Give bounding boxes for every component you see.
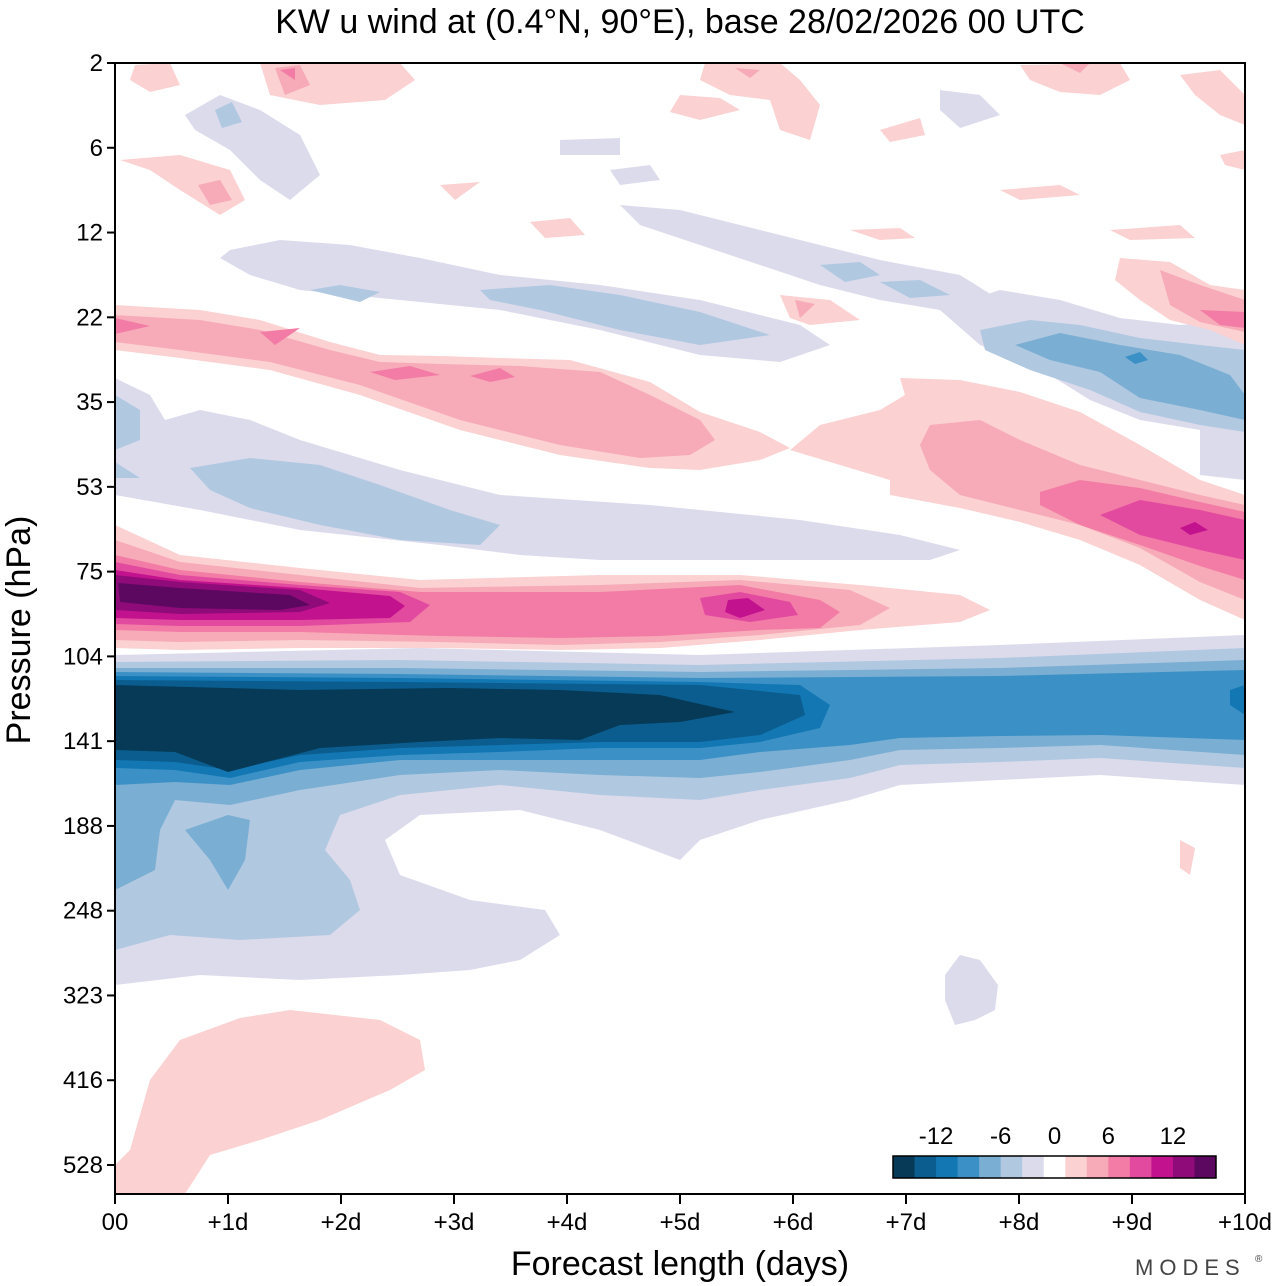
x-tick-label: +1d [208,1209,249,1236]
x-tick-label: +10d [1218,1209,1272,1236]
colorbar-swatch [1194,1156,1217,1178]
colorbar-swatch [1022,1156,1045,1178]
x-tick-label: +4d [547,1209,588,1236]
colorbar: -12 -6 0 6 12 [892,1123,1217,1179]
contour-westerly-right-4 [1100,500,1245,560]
contour-westerly-band-7 [118,583,310,610]
contour-easterly-right-3 [1015,333,1245,420]
colorbar-swatch [1043,1156,1066,1178]
contour-easterly-lower-7 [115,685,735,772]
colorbar-swatch [1086,1156,1109,1178]
contour-westerly-lower [115,1010,425,1194]
colorbar-swatch [1000,1156,1023,1178]
y-tick-label: 22 [76,304,103,331]
y-tick-label: 53 [76,474,103,501]
y-tick-label: 416 [63,1067,103,1094]
x-axis: 00 +1d +2d +3d +4d +5d +6d +7d +8d +9d +10d [102,1194,1272,1236]
y-tick-label: 2 [90,50,103,77]
brand-logo: MODES [1135,1255,1246,1280]
y-tick-label: 141 [63,728,103,755]
y-tick-label: 188 [63,813,103,840]
y-tick-label: 323 [63,982,103,1009]
contour-fill-layer [115,63,1245,1194]
y-axis: 2 6 12 22 35 53 75 104 141 188 248 323 416 528 [63,50,115,1179]
colorbar-frame [892,1155,1217,1179]
x-tick-label: +5d [660,1209,701,1236]
colorbar-swatch [979,1156,1002,1178]
colorbar-tick-label: -6 [990,1123,1011,1150]
contour-easterly-strat-5 [185,90,1000,200]
y-tick-label: 35 [76,389,103,416]
chart-title: KW u wind at (0.4°N, 90°E), base 28/02/2… [275,3,1085,41]
x-tick-label: +9d [1112,1209,1153,1236]
y-tick-label: 104 [63,643,103,670]
colorbar-swatch [1065,1156,1088,1178]
colorbar-swatch [957,1156,980,1178]
x-tick-label: +2d [321,1209,362,1236]
x-axis-title: Forecast length (days) [511,1245,849,1283]
contour-easterly-strat-6 [215,102,242,128]
colorbar-tick-label: 0 [1048,1123,1061,1150]
y-tick-label: 6 [90,135,103,162]
colorbar-swatch [1108,1156,1131,1178]
x-tick-label: +6d [773,1209,814,1236]
colorbar-swatch [914,1156,937,1178]
colorbar-swatch [1172,1156,1195,1178]
colorbar-tick-label: 12 [1160,1123,1187,1150]
y-tick-label: 12 [76,220,103,247]
contour-easterly-blob [945,955,998,1025]
colorbar-tick-label: -12 [919,1123,954,1150]
y-tick-label: 75 [76,559,103,586]
y-axis-title: Pressure (hPa) [0,516,38,745]
contour-westerly-upper-2 [115,315,715,458]
y-tick-label: 248 [63,898,103,925]
contour-westerly-right-5 [1180,522,1208,535]
colorbar-tick-label: 6 [1102,1123,1115,1150]
contour-easterly-right-4 [1125,352,1148,364]
contour-easterly-strat-4 [820,262,950,298]
y-tick-label: 528 [63,1152,103,1179]
x-tick-label: +7d [886,1209,927,1236]
x-tick-label: +3d [434,1209,475,1236]
contour-easterly-strat-2 [310,285,770,345]
colorbar-swatch [936,1156,959,1178]
contour-easterly-mid-2 [115,395,500,545]
contour-westerly-upper-3 [115,318,515,382]
x-tick-label: +8d [999,1209,1040,1236]
colorbar-swatch [1151,1156,1174,1178]
x-tick-label: 00 [102,1209,129,1236]
colorbar-swatch [1129,1156,1152,1178]
colorbar-swatch [893,1156,916,1178]
brand-registered-mark: ® [1255,1254,1263,1265]
